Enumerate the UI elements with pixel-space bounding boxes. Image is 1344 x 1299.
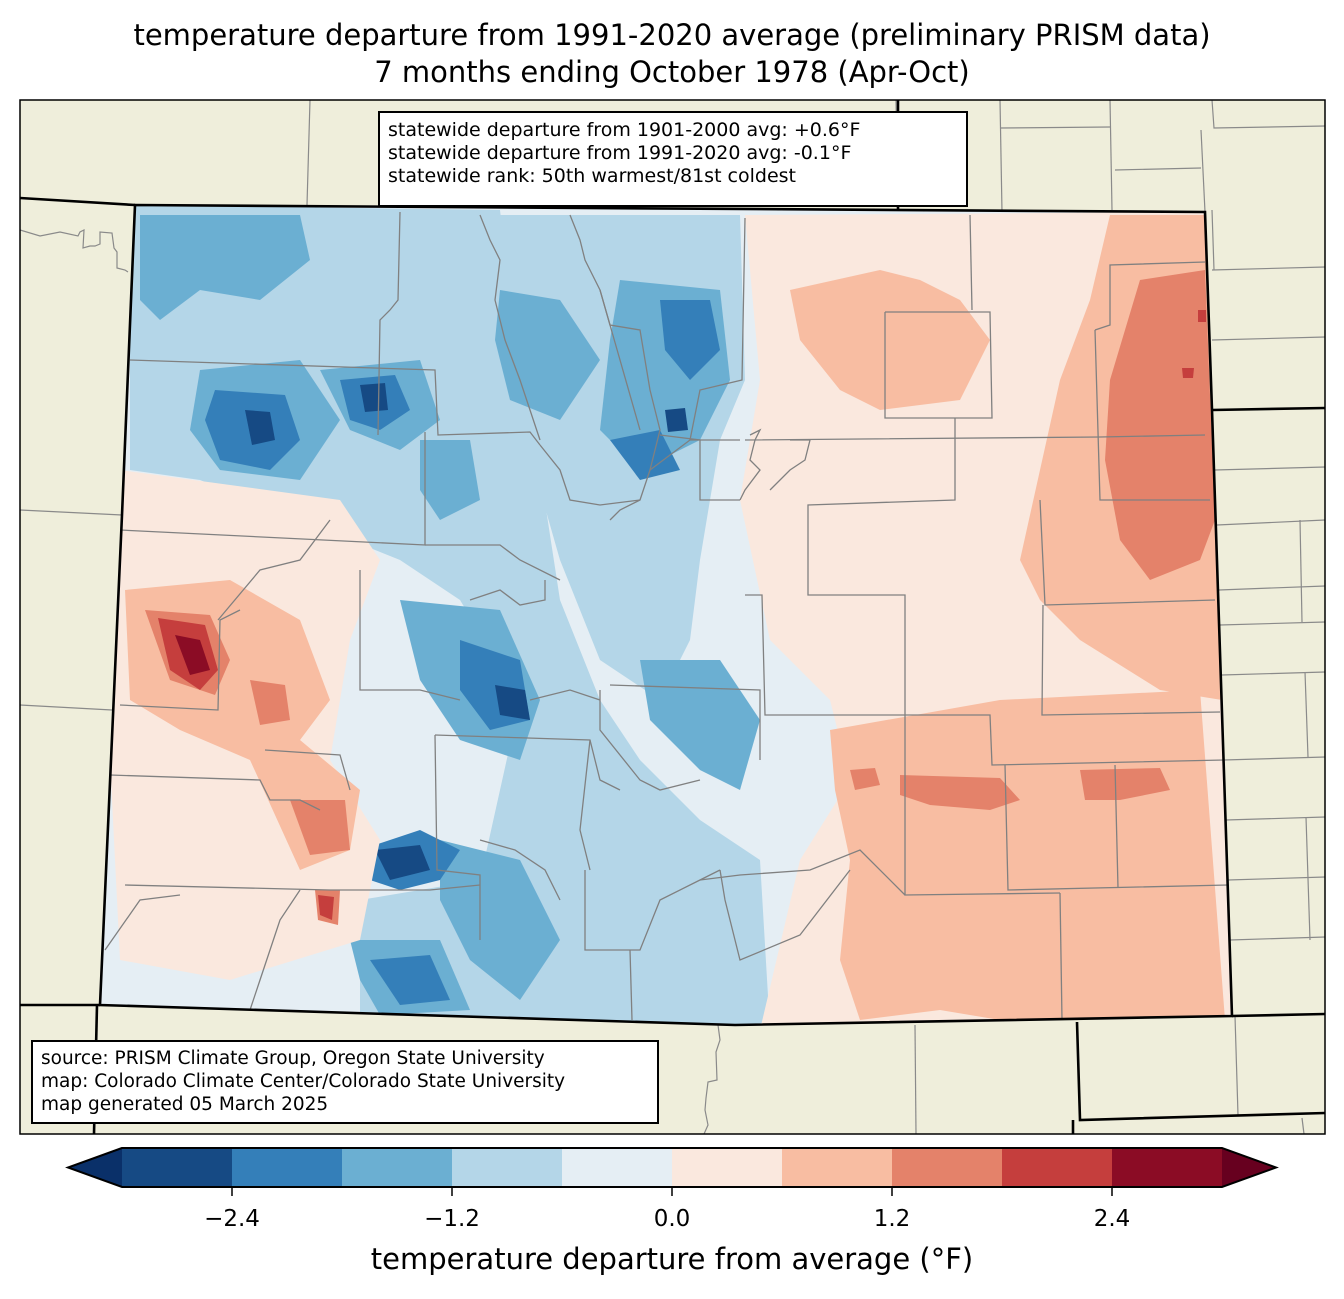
credits-source: source: PRISM Climate Group, Oregon Stat… (41, 1048, 545, 1069)
credits-generated-date: map generated 05 March 2025 (41, 1094, 329, 1115)
colorbar-bin (562, 1148, 673, 1187)
credits-map-author: map: Colorado Climate Center/Colorado St… (41, 1071, 566, 1092)
colorbar-bin (452, 1148, 563, 1187)
colorbar-bin (122, 1148, 233, 1187)
colorbar-tick-label: 1.2 (873, 1206, 911, 1232)
neighbor-county-lines (20, 100, 1325, 1134)
colorbar-extend-high (1222, 1148, 1276, 1187)
temperature-field (100, 205, 1232, 1025)
colorbar-bin (1002, 1148, 1113, 1187)
stats-departure-1991-2020: statewide departure from 1991-2020 avg: … (388, 142, 852, 164)
colorbar (65, 1147, 1279, 1196)
colorbar-bin (232, 1148, 343, 1187)
colorbar-tick-label: 0.0 (653, 1206, 691, 1232)
colorbar-bin (672, 1148, 783, 1187)
colorbar-extend-low (68, 1148, 122, 1187)
map-title-line-1: temperature departure from 1991-2020 ave… (133, 18, 1211, 52)
statewide-stats-box: statewide departure from 1901-2000 avg: … (378, 111, 968, 207)
credits-box: source: PRISM Climate Group, Oregon Stat… (31, 1040, 659, 1124)
colorbar-tick-label: −2.4 (204, 1206, 260, 1232)
county-lines (104, 211, 1229, 1021)
colorado-border (98, 203, 1234, 1027)
colorbar-bin (782, 1148, 893, 1187)
stats-departure-1901-2000: statewide departure from 1901-2000 avg: … (388, 119, 861, 141)
colorbar-bin (892, 1148, 1003, 1187)
map-title-line-2: 7 months ending October 1978 (Apr-Oct) (374, 55, 970, 89)
stats-rank: statewide rank: 50th warmest/81st coldes… (388, 165, 797, 187)
colorbar-label: temperature departure from average (°F) (370, 1242, 974, 1276)
colorbar-tick-label: −1.2 (424, 1206, 480, 1232)
colorbar-bin (342, 1148, 453, 1187)
colorbar-outline (65, 1147, 1279, 1188)
colorbar-tick-label: 2.4 (1093, 1206, 1131, 1232)
colorbar-bin (1112, 1148, 1223, 1187)
map-frame (19, 99, 1326, 1135)
